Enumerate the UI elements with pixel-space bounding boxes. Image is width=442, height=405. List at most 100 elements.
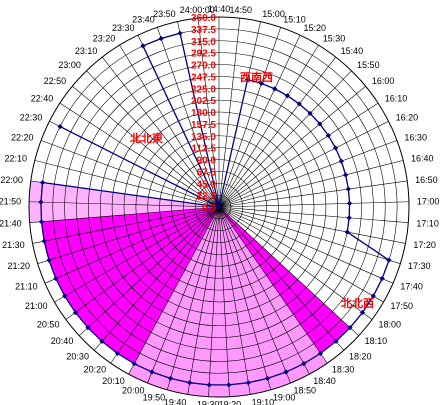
radial-tick-label: 225.0 — [191, 84, 216, 95]
data-point — [333, 338, 339, 344]
grid-spoke — [29, 206, 220, 223]
grid-spoke — [218, 44, 319, 208]
grid-spoke — [218, 206, 409, 223]
category-tick-label: 21:10 — [15, 282, 38, 292]
grid-spoke — [54, 206, 220, 303]
category-tick-label: 19:00 — [273, 393, 296, 403]
category-tick-label: 16:40 — [411, 153, 434, 163]
radial-tick-label: 202.5 — [191, 96, 216, 107]
radial-tick-label: 247.5 — [191, 72, 216, 83]
grid-spoke — [86, 70, 220, 208]
category-tick-label: 16:00 — [372, 76, 395, 86]
grid-spoke — [218, 206, 394, 284]
category-tick-label: 19:50 — [143, 393, 166, 403]
data-point — [53, 275, 59, 282]
category-tick-label: 20:30 — [66, 351, 89, 361]
data-point — [344, 229, 350, 235]
data-point — [332, 145, 339, 151]
radial-tick-label: 337.5 — [191, 25, 216, 36]
category-tick-label: 15:20 — [304, 23, 327, 33]
category-tick-label: 23:50 — [153, 9, 176, 19]
category-tick-label: 18:30 — [332, 365, 355, 375]
category-tick-label: 15:10 — [283, 15, 306, 25]
category-tick-label: 14:50 — [230, 5, 253, 15]
category-tick-label: 22:20 — [11, 133, 34, 143]
annotation-layer: 西南西 北北東 北北西 — [130, 70, 374, 310]
grid-spoke — [40, 140, 220, 208]
category-tick-label: 15:40 — [341, 46, 364, 56]
data-point — [347, 325, 353, 331]
annotation-nne: 北北東 — [130, 131, 164, 145]
grid-spoke — [119, 44, 220, 208]
category-tick-label: 18:20 — [349, 351, 372, 361]
data-point — [187, 380, 193, 386]
radial-tick-label: 180.0 — [191, 108, 216, 119]
category-tick-label: 17:30 — [408, 261, 431, 271]
grid-spoke — [157, 27, 220, 208]
data-point — [301, 361, 307, 367]
grid-spoke — [72, 85, 220, 208]
radial-tick-label: 135.0 — [191, 132, 216, 143]
data-point — [325, 132, 331, 139]
data-point — [57, 123, 63, 130]
data-point — [85, 325, 91, 331]
data-point — [114, 350, 121, 356]
data-point — [345, 186, 351, 192]
data-point — [206, 382, 212, 388]
category-tick-label: 17:20 — [413, 240, 436, 250]
data-point — [46, 257, 52, 263]
radial-tick-label: 315.0 — [191, 37, 216, 48]
category-tick-label: 23:10 — [75, 46, 98, 56]
category-tick-label: 18:10 — [365, 336, 388, 346]
grid-spoke — [218, 206, 406, 244]
grid-spoke — [110, 206, 220, 364]
category-tick-label: 17:10 — [416, 218, 439, 228]
data-point — [264, 375, 271, 381]
grid-spoke — [218, 140, 398, 208]
category-tick-label: 21:50 — [0, 197, 21, 207]
grid-spoke — [208, 206, 220, 397]
grid-spoke — [32, 206, 220, 244]
grid-spoke — [218, 70, 352, 208]
data-point — [158, 35, 164, 42]
radial-tick-label: 45.0 — [197, 179, 217, 190]
radial-tick-label: 157.5 — [191, 120, 216, 131]
data-point — [149, 369, 155, 375]
category-tick-label: 22:30 — [20, 113, 43, 123]
category-tick-label: 16:50 — [415, 175, 438, 185]
grid-spoke — [79, 206, 220, 336]
radial-tick-label: 22.5 — [197, 191, 217, 202]
category-tick-label: 18:50 — [294, 385, 317, 395]
grid-spoke — [218, 206, 359, 336]
category-tick-label: 18:40 — [313, 376, 336, 386]
data-point — [307, 110, 313, 116]
grid-spoke — [218, 27, 281, 208]
data-point — [284, 93, 290, 99]
grid-spoke — [167, 206, 220, 390]
grid-spoke — [218, 206, 310, 375]
category-tick-label: 23:00 — [58, 60, 81, 70]
data-point — [338, 158, 344, 164]
grid-spoke — [218, 206, 373, 320]
grid-spoke — [218, 206, 401, 265]
grid-spoke — [218, 18, 241, 208]
data-point — [38, 199, 44, 205]
category-tick-label: 19:20 — [219, 400, 242, 405]
data-point — [167, 375, 174, 381]
grid-spoke — [93, 206, 220, 351]
data-point — [346, 215, 352, 221]
data-point — [346, 200, 353, 206]
category-tick-label: 17:40 — [400, 282, 423, 292]
category-tick-label: 21:20 — [7, 261, 30, 271]
grid-spoke — [187, 206, 220, 395]
category-tick-label: 22:00 — [0, 175, 23, 185]
radial-tick-label: 67.5 — [197, 167, 217, 178]
grid-spoke — [218, 85, 366, 208]
annotation-nnw: 北北西 — [341, 296, 374, 310]
grid-spoke — [218, 206, 271, 390]
data-point — [226, 382, 232, 388]
grid-spoke — [147, 206, 220, 384]
radial-tick-label-layer: 0.022.545.067.590.0112.5135.0157.5180.02… — [191, 13, 216, 214]
data-point — [99, 338, 105, 344]
